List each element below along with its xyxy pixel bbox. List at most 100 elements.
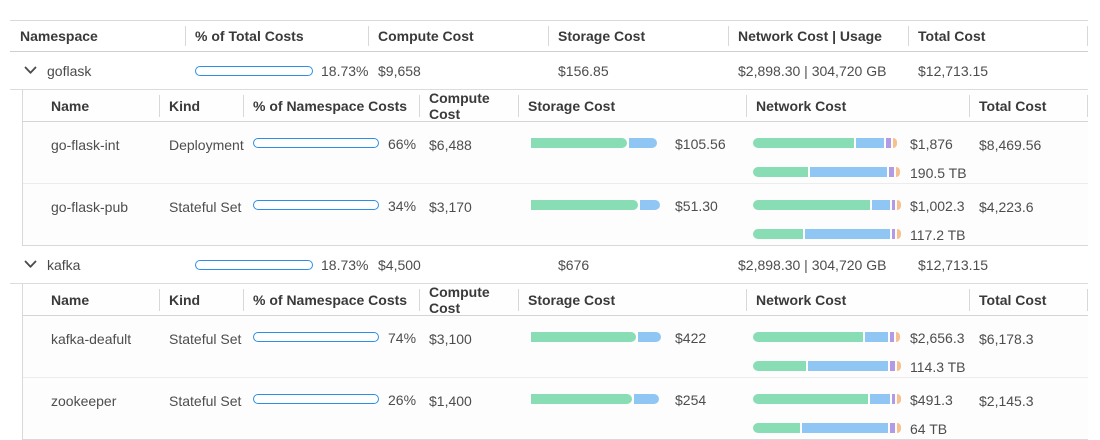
header-pct-namespace-costs: % of Namespace Costs (243, 284, 419, 316)
storage-cost-cell: $422 (518, 316, 746, 377)
pct-namespace-cell: 34% (243, 184, 419, 245)
network-cost-bar (753, 138, 901, 148)
namespace-row-kafka[interactable]: kafka 18.73% $4,500 $676 $2,898.30 | 304… (10, 246, 1088, 284)
nested-table-goflask: Name Kind % of Namespace Costs Compute C… (22, 90, 1088, 246)
network-cost-value: $2,656.3 (910, 330, 965, 346)
total-cost-value: $4,223.6 (979, 199, 1034, 215)
workload-row-go-flask-pub: go-flask-pub Stateful Set 34% $3,170 $51… (23, 184, 1088, 246)
pct-namespace-bar (253, 332, 379, 342)
network-usage-bar (753, 361, 901, 371)
pct-namespace-cell: 26% (243, 378, 419, 439)
namespace-name-cell: goflask (10, 63, 185, 79)
namespace-row-goflask[interactable]: goflask 18.73% $9,658 $156.85 $2,898.30 … (10, 52, 1088, 90)
network-cost-value: $1,876 (910, 136, 953, 152)
network-usage-value: 117.2 TB (910, 227, 966, 243)
namespace-name: goflask (47, 62, 92, 79)
total-cost-value: $6,178.3 (979, 331, 1034, 347)
network-usage-value: 64 TB (910, 421, 948, 437)
total-cost-value: $8,469.56 (979, 137, 1042, 153)
network-cost-cell: $491.3 64 TB (746, 378, 969, 439)
network-cost-value: $491.3 (910, 392, 953, 408)
compute-cost-value: $3,170 (429, 199, 472, 215)
workload-row-zookeeper: zookeeper Stateful Set 26% $1,400 $254 (23, 378, 1088, 440)
network-usage-value: 114.3 TB (910, 359, 966, 375)
total-cost-value: $12,713.15 (918, 256, 989, 273)
storage-cost-value: $105.56 (675, 136, 726, 152)
compute-cost-value: $9,658 (378, 62, 421, 79)
pct-namespace-value: 74% (388, 330, 417, 346)
header-pct-total-costs: % of Total Costs (185, 21, 368, 51)
compute-cost-value: $6,488 (429, 137, 472, 153)
total-cost-value: $2,145.3 (979, 393, 1034, 409)
pct-namespace-bar (253, 200, 379, 210)
pct-namespace-cell: 66% (243, 122, 419, 183)
workload-name: zookeeper (51, 393, 117, 409)
header-storage-cost: Storage Cost (518, 90, 746, 122)
storage-cost-bar (531, 138, 666, 148)
header-kind: Kind (159, 90, 243, 122)
storage-cost-cell: $51.30 (518, 184, 746, 245)
pct-namespace-bar (253, 138, 379, 148)
pct-namespace-bar (253, 394, 379, 404)
total-cost-value: $12,713.15 (918, 62, 989, 79)
header-total-cost: Total Cost (969, 284, 1088, 316)
network-cost-usage-value: $2,898.30 | 304,720 GB (738, 62, 887, 79)
workload-kind: Deployment (169, 137, 244, 153)
pct-total-cell: 18.73% (185, 63, 368, 79)
workload-row-go-flask-int: go-flask-int Deployment 66% $6,488 $105.… (23, 122, 1088, 184)
storage-cost-bar (531, 200, 666, 210)
workload-name: go-flask-int (51, 137, 120, 153)
storage-cost-value: $51.30 (675, 198, 718, 214)
header-total-cost: Total Cost (908, 21, 1088, 51)
header-kind: Kind (159, 284, 243, 316)
compute-cost-value: $3,100 (429, 331, 472, 347)
namespace-name: kafka (47, 256, 81, 273)
chevron-down-icon[interactable] (24, 260, 37, 269)
workload-row-kafka-deafult: kafka-deafult Stateful Set 74% $3,100 $4… (23, 316, 1088, 378)
storage-cost-value: $254 (675, 392, 707, 408)
pct-total-value: 18.73% (321, 62, 369, 79)
chevron-down-icon[interactable] (24, 66, 37, 75)
network-cost-usage-value: $2,898.30 | 304,720 GB (738, 256, 887, 273)
network-cost-bar (753, 332, 901, 342)
pct-namespace-value: 66% (388, 136, 417, 152)
nested-table-header: Name Kind % of Namespace Costs Compute C… (23, 284, 1088, 316)
header-storage-cost: Storage Cost (518, 284, 746, 316)
pct-total-value: 18.73% (321, 256, 369, 273)
pct-total-cell: 18.73% (185, 257, 368, 273)
workload-name: kafka-deafult (51, 331, 132, 347)
storage-cost-value: $422 (675, 330, 707, 346)
network-usage-bar (753, 167, 901, 177)
header-compute-cost: Compute Cost (368, 21, 548, 51)
network-cost-bar (753, 200, 901, 210)
compute-cost-value: $1,400 (429, 393, 472, 409)
header-compute-cost: Compute Cost (419, 284, 518, 316)
header-pct-namespace-costs: % of Namespace Costs (243, 90, 419, 122)
storage-cost-value: $156.85 (558, 62, 609, 79)
header-name: Name (51, 98, 90, 114)
storage-cost-value: $676 (558, 256, 590, 273)
network-cost-cell: $1,002.3 117.2 TB (746, 184, 969, 245)
main-table-header: Namespace % of Total Costs Compute Cost … (10, 20, 1088, 52)
header-network-cost-usage: Network Cost | Usage (728, 21, 908, 51)
network-cost-cell: $2,656.3 114.3 TB (746, 316, 969, 377)
workload-kind: Stateful Set (169, 393, 242, 409)
workload-kind: Stateful Set (169, 199, 242, 215)
storage-cost-cell: $105.56 (518, 122, 746, 183)
network-cost-bar (753, 394, 902, 404)
nested-table-kafka: Name Kind % of Namespace Costs Compute C… (22, 284, 1088, 440)
network-usage-value: 190.5 TB (910, 165, 967, 181)
header-name: Name (51, 292, 90, 308)
header-network-cost: Network Cost (746, 284, 969, 316)
nested-table-header: Name Kind % of Namespace Costs Compute C… (23, 90, 1088, 122)
header-network-cost: Network Cost (746, 90, 969, 122)
storage-cost-bar (531, 394, 666, 404)
header-compute-cost: Compute Cost (419, 90, 518, 122)
pct-total-bar (195, 65, 313, 76)
workload-kind: Stateful Set (169, 331, 242, 347)
namespace-name-cell: kafka (10, 257, 185, 273)
pct-namespace-value: 34% (388, 198, 417, 214)
pct-namespace-cell: 74% (243, 316, 419, 377)
pct-namespace-value: 26% (388, 392, 417, 408)
storage-cost-bar (531, 332, 666, 342)
